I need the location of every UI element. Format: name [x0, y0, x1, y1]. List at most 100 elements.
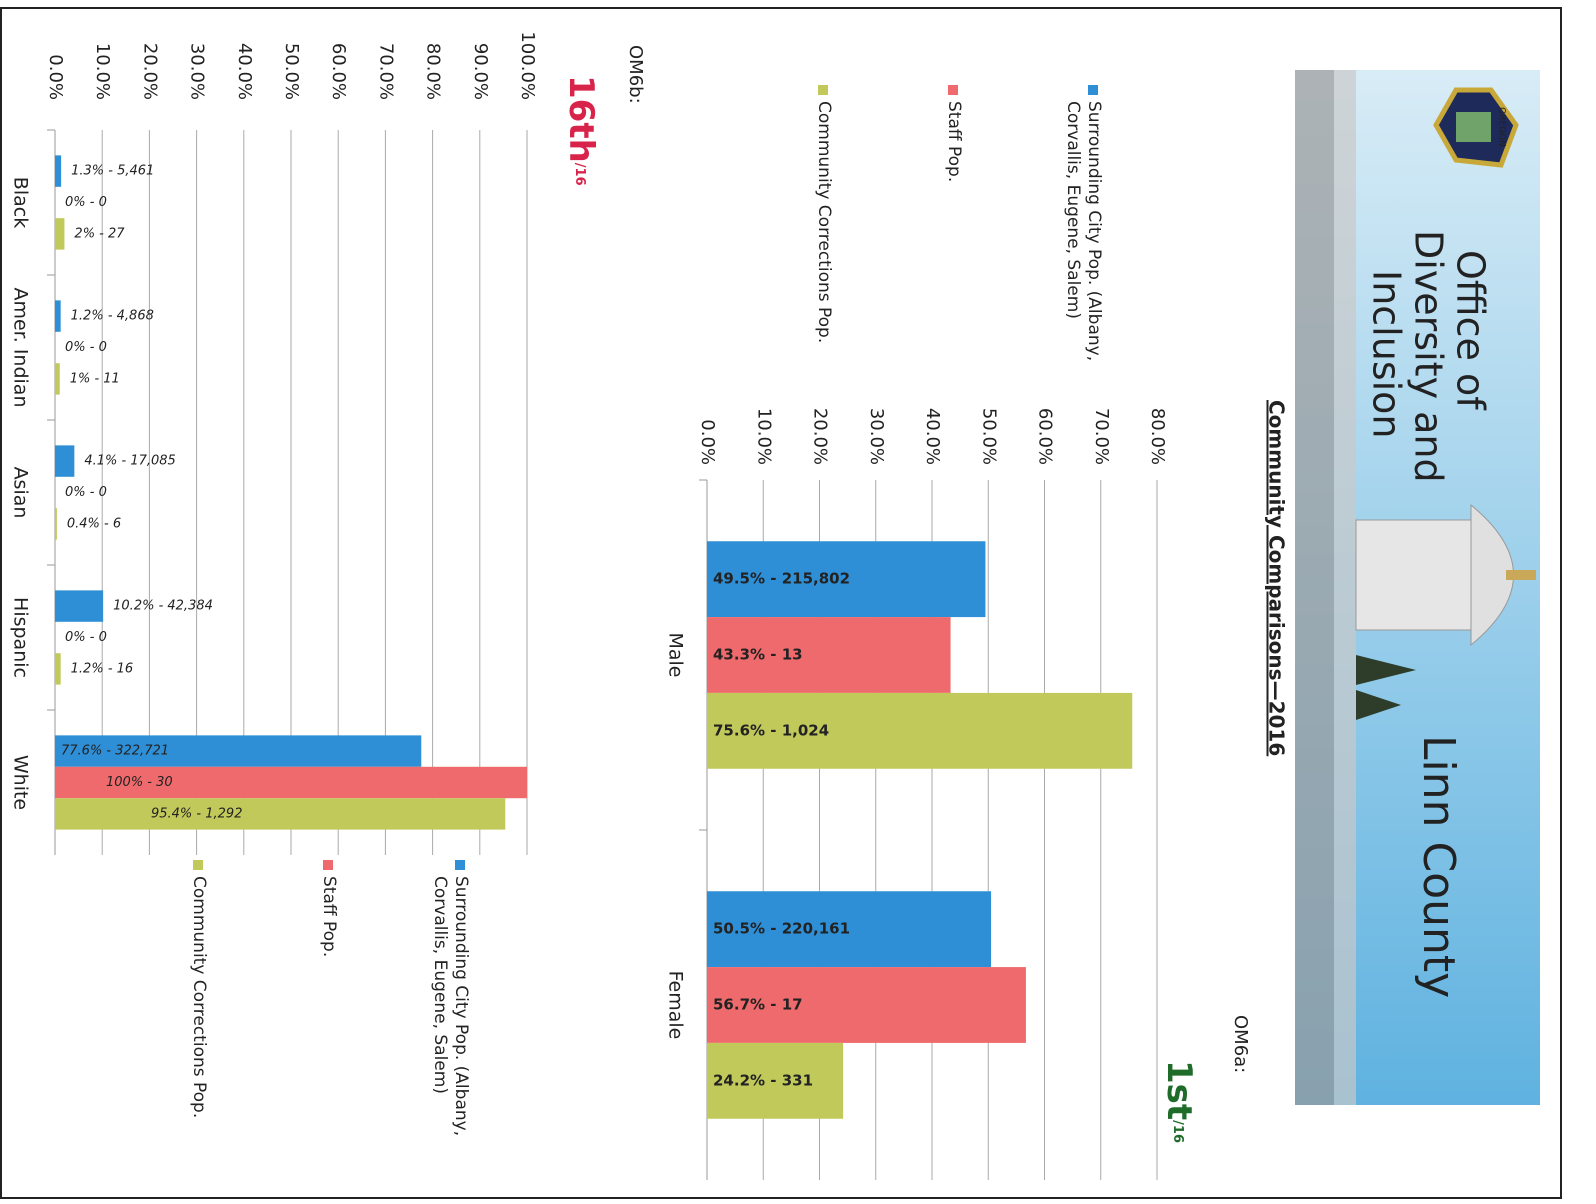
legend-entry: Surrounding City Pop. (Albany, Corvallis…	[1063, 101, 1104, 362]
value-label: 100% - 30	[106, 775, 173, 790]
y-tick-label: 70.0%	[375, 43, 396, 100]
value-label: 95.4% - 1,292	[151, 806, 242, 821]
bar	[54, 735, 422, 767]
x-tick-label: Male	[665, 632, 687, 677]
value-label: 77.6% - 322,721	[61, 744, 169, 759]
value-label: 49.5% - 215,802	[713, 570, 850, 588]
legend-label: Community Corrections Pop.	[814, 101, 834, 344]
value-label: 56.7% - 17	[713, 996, 803, 1014]
value-label: 1% - 11	[70, 371, 120, 386]
legend-entry: Staff Pop.	[319, 876, 339, 958]
bar	[54, 798, 506, 830]
y-tick-label: 20.0%	[139, 43, 160, 100]
legend-entry: Staff Pop.	[944, 101, 964, 183]
value-label: 2% - 27	[74, 226, 125, 241]
y-tick-label: 80.0%	[1147, 408, 1168, 465]
y-tick-label: 70.0%	[1091, 408, 1112, 465]
x-tick-label: Hispanic	[10, 597, 32, 678]
value-label: 1.2% - 16	[71, 661, 134, 676]
value-label: 1.2% - 4,868	[71, 309, 154, 324]
rank: 16th/16	[562, 75, 602, 186]
portrait-page: OREGON Office of Diversity and Inclusion…	[10, 31, 1540, 1180]
bar	[54, 653, 61, 685]
y-tick-label: 20.0%	[810, 408, 831, 465]
legend-label: Community Corrections Pop.	[189, 876, 209, 1119]
legend-swatch	[818, 85, 828, 95]
y-tick-label: 50.0%	[281, 43, 302, 100]
value-label: 0% - 0	[65, 195, 107, 210]
title-left-line: Diversity and	[1407, 230, 1451, 483]
rank-of: /16	[573, 163, 588, 186]
y-tick-label: 60.0%	[328, 43, 349, 100]
bar	[54, 155, 62, 187]
title-left-line: Office of	[1449, 250, 1493, 411]
legend-entry: Surrounding City Pop. (Albany, Corvallis…	[430, 876, 471, 1137]
bar	[55, 445, 75, 477]
logo-text: OREGON	[1497, 107, 1507, 147]
bar	[707, 692, 1133, 769]
y-tick-label: 10.0%	[753, 408, 774, 465]
x-tick-label: Black	[10, 177, 32, 228]
bar	[707, 891, 992, 968]
measure: OM6a:	[1230, 1015, 1251, 1073]
title-left-line: Inclusion	[1365, 270, 1409, 439]
value-label: 4.1% - 17,085	[84, 454, 175, 469]
legend-swatch	[948, 85, 958, 95]
bar	[707, 967, 1026, 1043]
subtitle: Community Comparisons—2016	[1265, 400, 1289, 756]
y-tick-label: 30.0%	[866, 408, 887, 465]
value-label: 0.4% - 6	[67, 516, 121, 531]
y-tick-label: 0.0%	[45, 54, 66, 100]
value-label: 10.2% - 42,384	[113, 599, 213, 614]
value-label: 0% - 0	[65, 340, 107, 355]
x-tick-label: Amer. Indian	[10, 287, 32, 407]
bar	[707, 1042, 844, 1119]
y-tick-label: 40.0%	[234, 43, 255, 100]
bar	[707, 541, 986, 618]
legend-label: Surrounding City Pop. (Albany, Corvallis…	[1063, 101, 1104, 362]
legend-swatch	[455, 860, 465, 870]
rank-value: 16th	[562, 75, 602, 163]
value-label: 0% - 0	[65, 630, 107, 645]
legend-label: Surrounding City Pop. (Albany, Corvallis…	[430, 876, 471, 1137]
y-tick-label: 50.0%	[978, 408, 999, 465]
legend-entry: Community Corrections Pop.	[814, 101, 834, 344]
y-tick-label: 80.0%	[423, 43, 444, 100]
title-right: Linn County	[1413, 735, 1464, 998]
y-tick-label: 90.0%	[470, 43, 491, 100]
bar	[54, 300, 61, 332]
legend-swatch	[1088, 85, 1098, 95]
value-label: 43.3% - 13	[713, 646, 803, 664]
legend-swatch	[193, 860, 203, 870]
y-tick-label: 100.0%	[517, 31, 538, 100]
measure: OM6b:	[625, 45, 646, 104]
x-tick-label: Female	[665, 971, 687, 1040]
value-label: 50.5% - 220,161	[713, 920, 850, 938]
rank-of: /16	[1171, 1120, 1186, 1143]
value-label: 1.3% - 5,461	[71, 164, 154, 179]
value-label: 75.6% - 1,024	[713, 721, 829, 739]
legend-swatch	[323, 860, 333, 870]
bar	[54, 508, 57, 540]
rank-value: 1st	[1160, 1060, 1200, 1120]
bar	[54, 218, 65, 250]
bar	[707, 617, 951, 693]
legend-entry: Community Corrections Pop.	[189, 876, 209, 1119]
rank: 1st/16	[1160, 1060, 1200, 1143]
legend-label: Staff Pop.	[944, 101, 964, 183]
frame	[0, 7, 1562, 1199]
legend-label: Staff Pop.	[319, 876, 339, 958]
y-tick-label: 30.0%	[187, 43, 208, 100]
value-label: 0% - 0	[65, 485, 107, 500]
bar	[55, 590, 104, 622]
value-label: 24.2% - 331	[713, 1071, 813, 1089]
bar	[55, 766, 527, 799]
y-tick-label: 0.0%	[697, 419, 718, 465]
x-tick-label: White	[10, 755, 32, 810]
x-tick-label: Asian	[10, 467, 32, 519]
bar	[54, 363, 60, 395]
y-tick-label: 60.0%	[1035, 408, 1056, 465]
y-tick-label: 40.0%	[922, 408, 943, 465]
banner: OREGON	[1295, 70, 1540, 1105]
